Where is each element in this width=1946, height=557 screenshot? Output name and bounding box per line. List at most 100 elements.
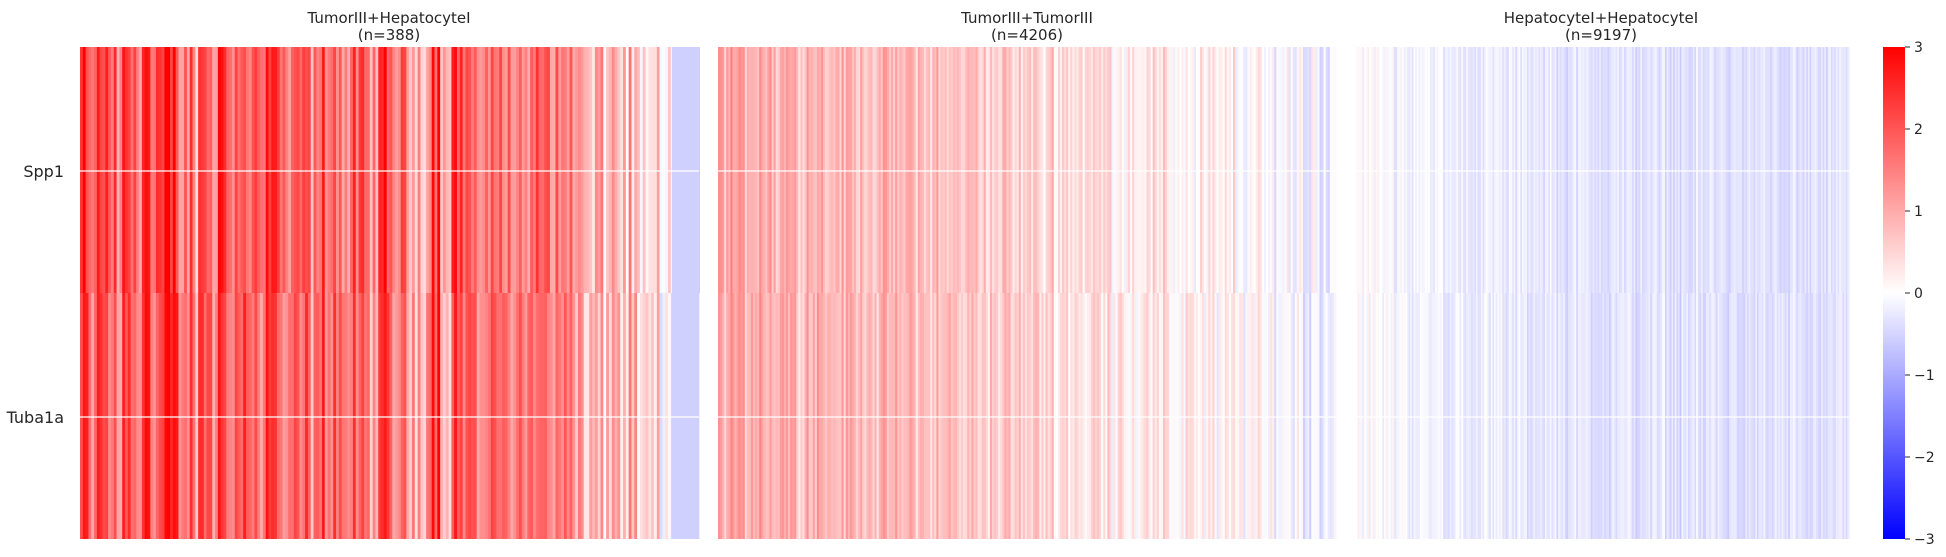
heatmap-cell [102,47,106,293]
heatmap-cell [1623,47,1627,293]
heatmap-cell [1428,293,1431,539]
heatmap-cell [344,47,348,293]
heatmap-cell [1773,47,1776,293]
heatmap-cell [1658,47,1661,293]
heatmap-cell [1832,47,1835,293]
heatmap-cell [1418,47,1421,293]
heatmap-cell [862,47,865,293]
heatmap-cell [445,293,450,539]
heatmap-cell [1618,293,1622,539]
heatmap-cell [1617,47,1620,293]
heatmap-cell [767,293,771,539]
heatmap-cell [1564,293,1567,539]
heatmap-cell [1793,293,1796,539]
heatmap-cell [521,293,526,539]
heatmap-cell [882,47,886,293]
heatmap-cell [948,47,952,293]
heatmap-cell [347,47,351,293]
heatmap-cell [82,47,87,293]
heatmap-cell [1204,293,1207,539]
heatmap-cell [1230,293,1234,539]
heatmap-cell [810,293,814,539]
heatmap-cell [1630,293,1633,539]
heatmap-cell [790,47,793,293]
heatmap-cell [1582,47,1586,293]
heatmap-cell [1669,47,1673,293]
heatmap-cell [1008,47,1012,293]
heatmap-cell [1053,293,1057,539]
heatmap-cell [203,47,208,293]
heatmap-cell [1671,293,1674,539]
heatmap-cell [603,47,607,293]
heatmap-cell [184,47,188,293]
heatmap-cell [829,47,832,293]
heatmap-cell [563,47,568,293]
heatmap-cell [1683,47,1686,293]
heatmap-cell [1387,47,1390,293]
heatmap-cell [285,293,289,539]
heatmap-cell [313,47,317,293]
heatmap-cell [1080,293,1084,539]
heatmap-cell [617,293,621,539]
heatmap-cell [785,47,789,293]
heatmap-cell [720,293,723,539]
heatmap-cell [1142,293,1146,539]
heatmap-cell [736,293,740,539]
heatmap-cell [403,47,407,293]
heatmap-cell [1357,293,1360,539]
heatmap-cell [954,293,958,539]
heatmap-cell [186,293,191,539]
heatmap-cell [665,293,669,539]
heatmap-cell [1444,293,1447,539]
heatmap-cell [206,47,211,293]
heatmap-cell [1018,47,1022,293]
heatmap-cell [288,47,292,293]
heatmap-cell [1220,293,1224,539]
heatmap-cell [552,47,557,293]
heatmap-cell [1551,47,1554,293]
heatmap-cell [600,293,604,539]
heatmap-cell [1799,47,1802,293]
heatmap-cell [1633,293,1636,539]
heatmap-cell [1228,293,1232,539]
heatmap-cell [445,47,450,293]
heatmap-cell [479,47,483,293]
heatmap-cell [1635,293,1638,539]
heatmap-cell [200,47,205,293]
heatmap-cell [516,47,520,293]
heatmap-cell [634,293,638,539]
heatmap-cell [1115,293,1119,539]
heatmap-cell [1070,293,1073,539]
heatmap-cell [628,293,633,539]
heatmap-cell [1119,47,1123,293]
heatmap-cell [1518,293,1521,539]
heatmap-cell [1681,293,1684,539]
heatmap-cell [1806,47,1809,293]
heatmap-cell [240,293,244,539]
heatmap-cell [459,293,464,539]
heatmap-cell [471,47,475,293]
heatmap-cell [1521,293,1525,539]
heatmap-cell [192,47,196,293]
heatmap-cell [274,47,278,293]
heatmap-cell [493,293,498,539]
heatmap-cell [1605,47,1609,293]
heatmap-cell [226,47,230,293]
heatmap-cell [1123,47,1127,293]
heatmap-cell [1014,47,1018,293]
heatmap-cell [1261,47,1265,293]
heatmap-cell [485,293,489,539]
heatmap-cell [1237,47,1240,293]
heatmap-cell [175,293,180,539]
heatmap-cell [983,47,987,293]
heatmap-cell [802,293,806,539]
heatmap-cell [891,47,894,293]
heatmap-cell [1609,47,1612,293]
heatmap-cell [1179,293,1183,539]
heatmap-cell [878,293,882,539]
heatmap-cell [1315,47,1319,293]
heatmap-cell [1632,47,1635,293]
heatmap-cell [1276,47,1279,293]
heatmap-cell [1640,47,1643,293]
heatmap-panel-tumor-hepatocyte [80,47,700,539]
